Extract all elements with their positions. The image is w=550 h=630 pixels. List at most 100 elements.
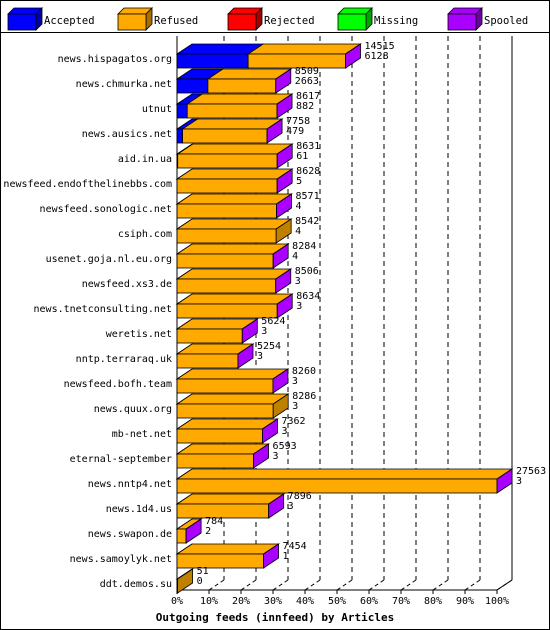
value-label-count: 4: [296, 201, 302, 212]
category-label: news.tnetconsulting.net: [34, 304, 172, 315]
bars: [175, 43, 514, 594]
bar-top-refused: [175, 493, 285, 505]
bar-row-aid-in-ua: [175, 143, 294, 169]
value-label-total: 8571: [296, 191, 320, 202]
legend-swatch: [7, 13, 37, 31]
bar-side: [276, 168, 293, 194]
value-label-total: 5624: [261, 316, 285, 327]
value-label-total: 7454: [283, 541, 307, 552]
bar-row-news-samoylyk-net: [175, 543, 280, 569]
category-label: news.ausics.net: [82, 129, 172, 140]
bar-top-refused: [175, 193, 293, 205]
bar-segment-refused: [176, 428, 263, 444]
value-label-count: 5: [296, 176, 302, 187]
legend: Accepted Refused Rejected Missing Spooled: [7, 7, 528, 31]
bar-top-refused: [176, 143, 294, 155]
value-label-total: 8634: [296, 291, 320, 302]
legend-item-refused: Refused: [117, 7, 198, 31]
value-label-count: 0: [197, 576, 203, 587]
value-label-total: 7896: [288, 491, 312, 502]
category-label: csiph.com: [118, 229, 172, 240]
legend-swatch: [447, 13, 477, 31]
bar-segment-refused: [176, 478, 498, 494]
category-label: ddt.demos.su: [100, 579, 172, 590]
bar-row-news-quux-org: [175, 393, 290, 419]
x-tick-label: 40%: [296, 596, 314, 607]
bar-top-refused: [175, 443, 270, 455]
value-label-total: 8506: [295, 266, 319, 277]
value-label-count: 3: [288, 501, 294, 512]
bar-side: [185, 518, 202, 544]
value-label-count: 4: [295, 226, 301, 237]
value-label-total: 7362: [281, 416, 305, 427]
value-label-count: 3: [257, 351, 263, 362]
value-label-total: 5254: [257, 341, 281, 352]
bar-side: [253, 443, 269, 469]
gridline-floor: [400, 579, 417, 591]
value-label-count: 3: [273, 451, 279, 462]
value-label-count: 4: [292, 251, 298, 262]
legend-swatch: [117, 13, 147, 31]
value-label-count: 3: [292, 376, 298, 387]
gridline-floor: [464, 579, 481, 591]
bar-segment-accepted: [176, 128, 183, 144]
value-label-total: 8284: [292, 241, 316, 252]
category-label: nntp.terraraq.uk: [76, 354, 172, 365]
bar-row-usenet-goja-nl-eu-org: [175, 243, 290, 269]
category-label: news.nntp4.net: [88, 479, 172, 490]
bar-segment-accepted: [176, 78, 209, 94]
value-label-count: 882: [296, 101, 314, 112]
value-label-total: 8617: [296, 91, 320, 102]
value-labels: 1451561288509266386178827758479863161862…: [197, 41, 547, 587]
bar-segment-refused: [176, 328, 243, 344]
legend-label: Spooled: [484, 15, 528, 27]
category-label: newsfeed.bofh.team: [64, 379, 172, 390]
bar-segment-refused: [182, 128, 268, 144]
value-label-count: 3: [261, 326, 267, 337]
bar-row-news-chmurka-net: [175, 68, 293, 94]
bar-side: [276, 293, 293, 319]
bar-side: [276, 193, 292, 219]
bar-segment-refused: [176, 228, 277, 244]
category-label: news.1d4.us: [106, 504, 172, 515]
bar-top-refused: [175, 268, 293, 280]
bar-segment-refused: [186, 103, 278, 119]
gridline-floor: [368, 579, 385, 591]
bar-row-newsfeed-xs3-de: [175, 268, 293, 294]
bar-top-refused: [175, 168, 294, 180]
bar-row-news-nntp4-net: [175, 468, 514, 494]
bar-side: [345, 43, 361, 69]
x-tick-label: 10%: [200, 596, 218, 607]
x-axis-title: Outgoing feeds (innfeed) by Articles: [156, 611, 394, 624]
value-label-total: 8509: [295, 66, 319, 77]
bar-segment-refused: [176, 178, 278, 194]
bar-segment-refused: [176, 378, 274, 394]
bar-row-news-tnetconsulting-net: [175, 293, 294, 319]
bar-side: [272, 368, 289, 394]
value-label-count: 2663: [295, 76, 319, 87]
value-label-count: 3: [292, 401, 298, 412]
gridline-floor: [272, 579, 289, 591]
legend-item-rejected: Rejected: [227, 7, 315, 31]
bar-row-news-ausics-net: [175, 118, 284, 144]
bar-segment-refused: [176, 528, 187, 544]
category-label: news.chmurka.net: [76, 79, 172, 90]
bar-side: [275, 268, 292, 294]
value-label-total: 8286: [292, 391, 316, 402]
category-label: mb-net.net: [112, 429, 172, 440]
category-label: news.hispagatos.org: [58, 54, 172, 65]
legend-label: Rejected: [264, 15, 315, 27]
bar-side: [177, 568, 193, 594]
value-label-count: 3: [295, 276, 301, 287]
bar-top-refused: [246, 43, 362, 55]
bar-top-refused: [181, 118, 284, 130]
value-label-count: 2: [205, 526, 211, 537]
bar-side: [496, 468, 513, 494]
bar-side: [272, 393, 289, 419]
x-tick-label: 90%: [456, 596, 474, 607]
bar-row-nntp-terraraq-uk: [175, 343, 255, 369]
bar-top-refused: [185, 93, 294, 105]
legend-item-accepted: Accepted: [7, 7, 95, 31]
bar-side: [272, 243, 289, 269]
bar-row-newsfeed-sonologic-net: [175, 193, 293, 219]
